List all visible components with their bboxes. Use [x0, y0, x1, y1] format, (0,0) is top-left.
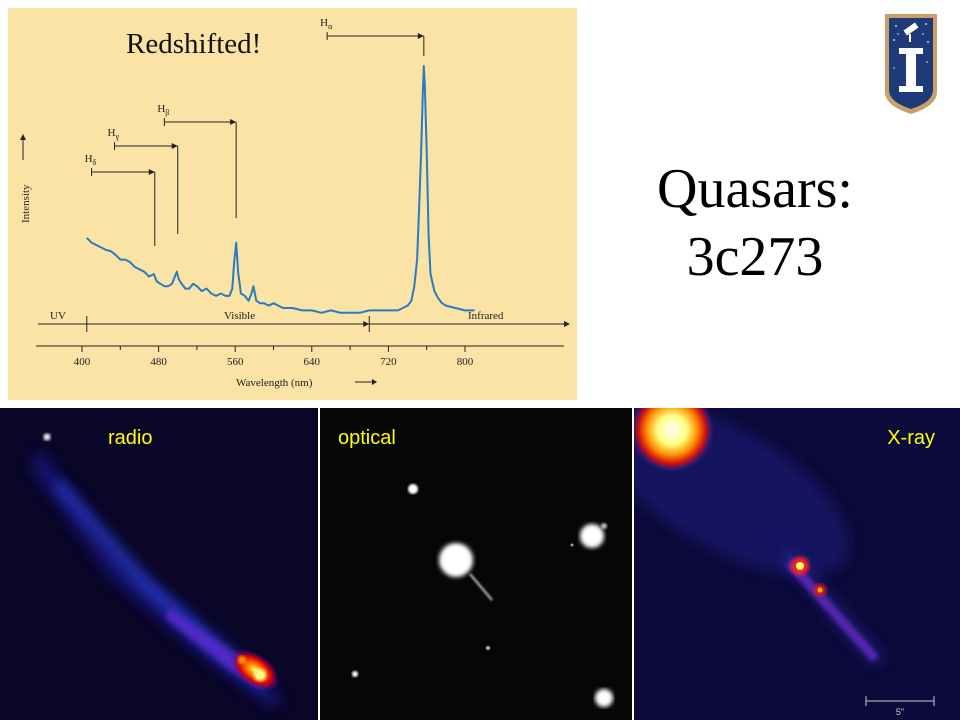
- y-axis-arrowhead: [20, 134, 26, 140]
- h-delta-label: Hδ: [85, 153, 97, 167]
- y-axis-title: Intensity: [20, 184, 32, 223]
- h-gamma-shift-arrowhead: [171, 143, 178, 149]
- h-beta-label: Hβ: [157, 103, 169, 117]
- x-tick-label-480: 480: [150, 356, 167, 368]
- title-line-2: 3c273: [686, 226, 824, 288]
- xray-label: X-ray: [887, 427, 935, 449]
- h-beta-shift-arrowhead: [230, 119, 237, 125]
- scale-bar: 5": [865, 696, 935, 717]
- slide-title: Quasars: 3c273: [610, 155, 900, 291]
- x-tick-label-720: 720: [380, 356, 397, 368]
- visible-arrowhead: [363, 321, 370, 327]
- optical-image-panel: optical: [320, 408, 632, 720]
- x-axis-arrowhead: [372, 379, 377, 385]
- xray-image-panel: 5" X-ray: [634, 408, 960, 720]
- band-label-visible: Visible: [224, 310, 255, 322]
- h-alpha-label: Hα: [320, 17, 333, 31]
- x-tick-label-640: 640: [304, 356, 321, 368]
- h-gamma-label: Hγ: [108, 127, 120, 141]
- radio-jet-image: [0, 408, 318, 720]
- stars-icon: [893, 23, 929, 69]
- band-bar-arrowhead: [564, 321, 570, 327]
- xray-jet-image: 5": [634, 408, 960, 720]
- radio-label: radio: [108, 427, 153, 449]
- optical-label: optical: [338, 427, 396, 449]
- scale-bar-label: 5": [896, 707, 904, 717]
- x-axis-title: Wavelength (nm): [236, 377, 313, 389]
- x-tick-label-560: 560: [227, 356, 244, 368]
- band-label-infrared: Infrared: [468, 310, 504, 322]
- x-tick-label-400: 400: [74, 356, 91, 368]
- redshifted-annotation: Redshifted!: [126, 28, 262, 60]
- letter-i-icon: [899, 48, 923, 92]
- university-logo: [885, 14, 937, 114]
- spectrum-chart: 400 480 560 640 720 800 Wavelength (nm) Intensi…: [8, 8, 577, 400]
- h-delta-shift-arrowhead: [148, 169, 155, 175]
- spectrum-chart-svg: 400 480 560 640 720 800 Wavelength (nm) Intensi…: [20, 17, 570, 389]
- optical-image: [320, 408, 632, 720]
- spectrum-series-line: [86, 65, 475, 314]
- h-alpha-shift-arrowhead: [417, 33, 424, 39]
- radio-image-panel: radio: [0, 408, 318, 720]
- band-label-uv: UV: [50, 310, 66, 322]
- x-tick-label-800: 800: [457, 356, 474, 368]
- telescope-icon: [903, 22, 919, 42]
- title-line-1: Quasars:: [657, 158, 853, 220]
